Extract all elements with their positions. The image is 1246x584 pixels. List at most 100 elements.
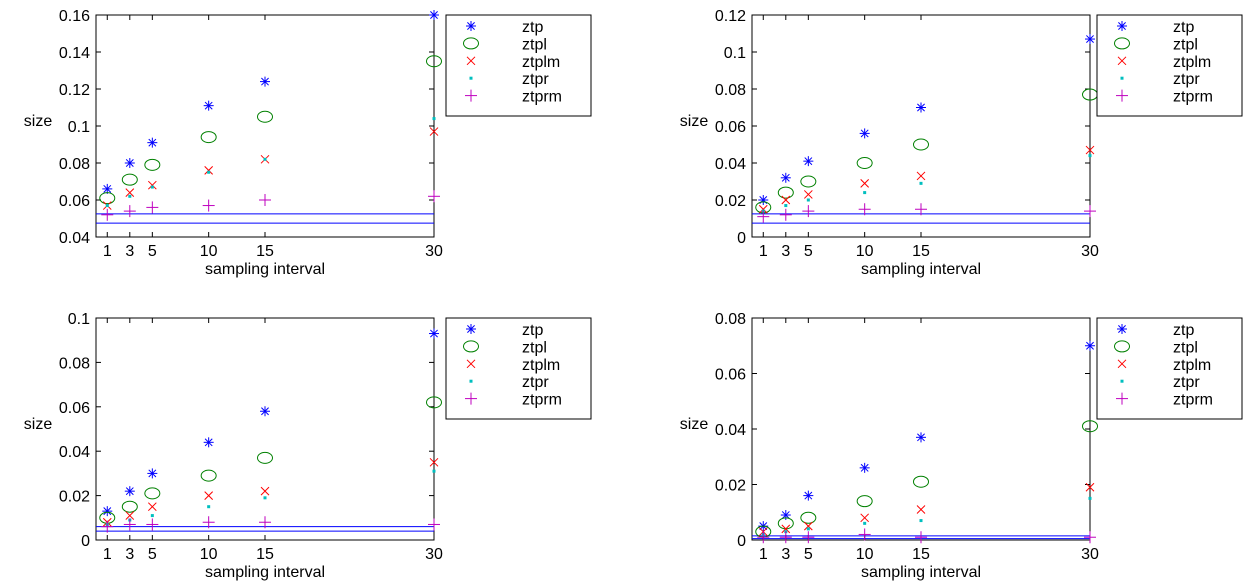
data-point-ztplm bbox=[147, 502, 157, 512]
chart-panel-1: 0.04 0.06 0.08 0.1 0.12 0.14 0.16 1 3 5 10 15 30 samp… bbox=[24, 8, 592, 278]
data-point-ztp bbox=[1085, 340, 1095, 351]
y-tick-label: 0.14 bbox=[59, 45, 90, 62]
data-point-ztprm bbox=[101, 208, 114, 221]
data-point-ztpr bbox=[207, 505, 211, 509]
data-point-ztplm bbox=[429, 127, 439, 136]
legend-item-ztp: ztp bbox=[466, 322, 543, 339]
legend-item-ztpl: ztpl bbox=[463, 339, 547, 356]
chart-panel-4: 0 0.02 0.04 0.06 0.08 1 3 5 10 15 30 sampling inter… bbox=[680, 311, 1243, 581]
data-point-ztplm bbox=[781, 524, 791, 534]
y-tick-label: 0.1 bbox=[724, 45, 746, 62]
data-point-ztpl bbox=[200, 131, 217, 144]
data-point-ztplm bbox=[1085, 145, 1095, 155]
y-axis-label: size bbox=[24, 113, 53, 130]
legend-label: ztpr bbox=[522, 71, 549, 88]
x-tick-label: 15 bbox=[912, 243, 930, 260]
data-point-ztp bbox=[916, 102, 926, 113]
data-point-ztpr bbox=[863, 191, 867, 195]
y-tick-label: 0.1 bbox=[68, 311, 90, 328]
legend-marker-ztplm bbox=[466, 359, 476, 369]
y-tick-label: 0.1 bbox=[68, 119, 90, 136]
y-tick-label: 0.12 bbox=[715, 8, 746, 25]
data-point-ztpr bbox=[784, 204, 788, 208]
x-tick-label: 1 bbox=[103, 243, 112, 260]
x-tick-label: 5 bbox=[148, 546, 157, 563]
series-ztplm bbox=[758, 145, 1095, 214]
data-point-ztpr bbox=[432, 117, 436, 121]
legend-marker-ztp bbox=[466, 21, 476, 31]
data-point-ztprm bbox=[146, 201, 159, 214]
y-tick-label: 0.02 bbox=[715, 478, 746, 495]
data-point-ztpr bbox=[1088, 496, 1092, 500]
legend-item-ztprm: ztprm bbox=[1116, 89, 1213, 106]
data-point-ztplm bbox=[125, 188, 135, 197]
y-tick-label: 0.06 bbox=[715, 119, 746, 136]
data-point-ztp bbox=[803, 490, 814, 501]
legend-item-ztplm: ztplm bbox=[466, 357, 560, 374]
x-tick-label: 10 bbox=[200, 546, 218, 563]
legend-item-ztp: ztp bbox=[1117, 19, 1194, 36]
legend-marker-ztp bbox=[1117, 324, 1127, 334]
legend-marker-ztprm bbox=[465, 392, 477, 405]
data-point-ztpl bbox=[426, 55, 442, 68]
y-tick-label: 0.08 bbox=[715, 82, 746, 99]
y-tick-label: 0.04 bbox=[715, 156, 746, 173]
legend-label: ztplm bbox=[1173, 357, 1211, 374]
legend-label: ztpr bbox=[522, 374, 549, 391]
legend-marker-ztprm bbox=[1116, 392, 1128, 405]
data-point-ztp bbox=[780, 172, 791, 183]
legend-item-ztpl: ztpl bbox=[1114, 36, 1198, 53]
data-point-ztp bbox=[916, 432, 926, 443]
legend-item-ztpr: ztpr bbox=[469, 374, 549, 391]
data-point-ztp bbox=[102, 506, 113, 517]
data-point-ztpl bbox=[777, 186, 794, 199]
series-ztprm bbox=[101, 190, 440, 221]
data-point-ztpr bbox=[263, 496, 267, 500]
data-point-ztpr bbox=[207, 170, 211, 174]
y-tick-label: 0.04 bbox=[59, 230, 90, 247]
legend-box bbox=[1096, 14, 1243, 117]
legend-label: ztprm bbox=[1173, 89, 1213, 106]
legend-marker-ztpl bbox=[1114, 340, 1130, 353]
data-point-ztplm bbox=[260, 486, 270, 496]
data-point-ztprm bbox=[802, 531, 815, 544]
series-ztprm bbox=[757, 203, 1096, 223]
data-point-ztprm bbox=[858, 203, 871, 216]
data-point-ztpr bbox=[128, 194, 132, 198]
legend-item-ztpr: ztpr bbox=[469, 71, 549, 88]
data-point-ztprm bbox=[915, 531, 927, 544]
legend-label: ztpr bbox=[1173, 71, 1200, 88]
y-tick-label: 0.02 bbox=[715, 193, 746, 210]
x-tick-label: 15 bbox=[256, 243, 274, 260]
data-point-ztplm bbox=[204, 491, 214, 500]
data-point-ztprm bbox=[428, 518, 440, 531]
data-point-ztpr bbox=[919, 519, 923, 523]
data-point-ztp bbox=[780, 510, 791, 521]
data-point-ztprm bbox=[779, 208, 792, 221]
legend-label: ztp bbox=[1173, 322, 1194, 339]
data-point-ztprm bbox=[259, 194, 271, 206]
data-point-ztplm bbox=[429, 457, 439, 467]
legend-item-ztprm: ztprm bbox=[465, 89, 562, 106]
series-ztpl bbox=[99, 396, 442, 524]
data-point-ztplm bbox=[916, 505, 926, 514]
data-point-ztplm bbox=[204, 166, 214, 175]
legend-box bbox=[445, 317, 592, 420]
legend-label: ztp bbox=[522, 19, 543, 36]
data-point-ztpr bbox=[1088, 154, 1092, 158]
y-axis-label: size bbox=[680, 113, 709, 130]
legend-item-ztpl: ztpl bbox=[1114, 339, 1198, 356]
y-tick-label: 0.06 bbox=[715, 367, 746, 384]
x-tick-label: 1 bbox=[103, 546, 112, 563]
data-point-ztpl bbox=[856, 495, 873, 508]
data-point-ztprm bbox=[202, 516, 215, 529]
data-point-ztplm bbox=[916, 171, 926, 181]
data-point-ztplm bbox=[803, 521, 813, 531]
x-tick-label: 1 bbox=[759, 243, 768, 260]
data-point-ztpr bbox=[150, 185, 154, 189]
legend-item-ztprm: ztprm bbox=[465, 392, 562, 409]
data-point-ztp bbox=[102, 183, 113, 194]
legend-marker-ztpl bbox=[463, 37, 479, 50]
